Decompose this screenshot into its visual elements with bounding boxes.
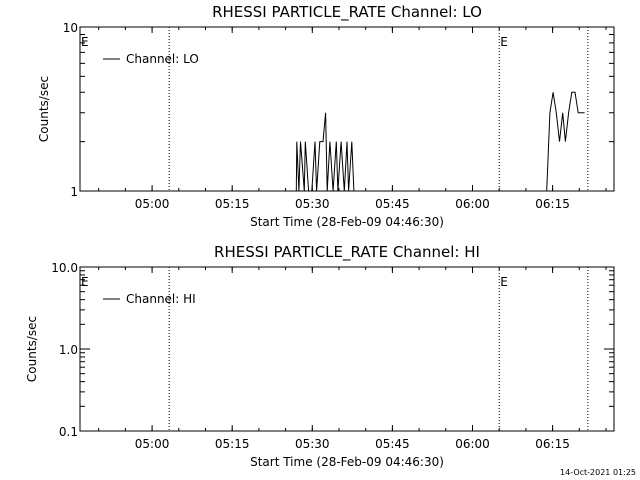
eclipse-marker-hi: E	[81, 275, 89, 289]
footer-timestamp: 14-Oct-2021 01:25	[560, 468, 636, 477]
y-tick-label-hi: 0.1	[59, 425, 78, 439]
x-tick-label-lo: 05:45	[375, 197, 410, 211]
plot-frame-lo	[79, 26, 615, 192]
legend-hi: Channel: HI	[103, 292, 196, 306]
hi-channel-panel: RHESSI PARTICLE_RATE Channel: HI Counts/…	[25, 243, 615, 469]
y-tick-label-hi: 10.0	[51, 261, 78, 275]
x-tick-label-lo: 05:00	[135, 197, 170, 211]
y-axis-label-lo: Counts/sec	[37, 76, 51, 142]
legend-entry-hi: Channel: HI	[126, 292, 196, 306]
y-axis-label-hi: Counts/sec	[25, 316, 39, 382]
y-tick-label-lo: 10	[63, 21, 78, 35]
x-axis-label-lo: Start Time (28-Feb-09 04:46:30)	[250, 215, 444, 229]
legend-lo: Channel: LO	[103, 52, 199, 66]
x-tick-label-lo: 05:30	[295, 197, 330, 211]
x-tick-label-hi: 06:00	[455, 437, 490, 451]
x-tick-label-hi: 05:00	[135, 437, 170, 451]
y-tick-label-lo: 1	[70, 185, 78, 199]
chart-title-lo: RHESSI PARTICLE_RATE Channel: LO	[212, 3, 482, 22]
x-tick-label-hi: 05:15	[215, 437, 250, 451]
x-tick-label-lo: 06:00	[455, 197, 490, 211]
x-tick-label-lo: 05:15	[215, 197, 250, 211]
legend-entry-lo: Channel: LO	[126, 52, 199, 66]
series-line-lo	[80, 91, 585, 192]
eclipse-marker-hi: E	[500, 275, 508, 289]
x-tick-label-hi: 06:15	[535, 437, 570, 451]
chart-title-hi: RHESSI PARTICLE_RATE Channel: HI	[214, 243, 480, 262]
eclipse-marker-lo: E	[500, 35, 508, 49]
x-tick-label-hi: 05:45	[375, 437, 410, 451]
eclipse-marker-lo: E	[81, 35, 89, 49]
lo-channel-panel: RHESSI PARTICLE_RATE Channel: LO Counts/…	[37, 3, 615, 229]
x-tick-label-lo: 06:15	[535, 197, 570, 211]
y-tick-label-hi: 1.0	[59, 343, 78, 357]
x-axis-label-hi: Start Time (28-Feb-09 04:46:30)	[250, 455, 444, 469]
x-tick-label-hi: 05:30	[295, 437, 330, 451]
